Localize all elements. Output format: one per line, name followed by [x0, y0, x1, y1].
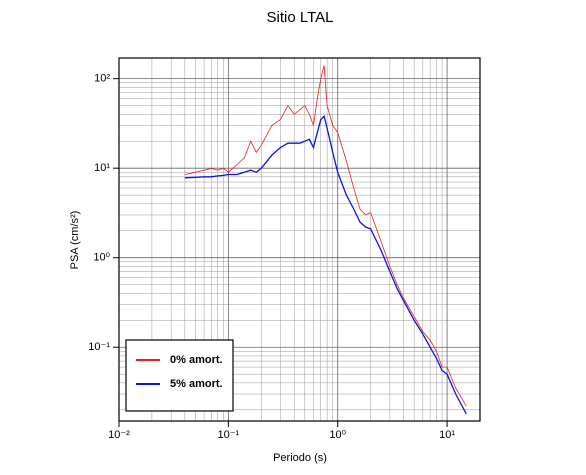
- y-axis-label: PSA (cm/s²): [69, 211, 81, 270]
- x-axis-label: Periodo (s): [273, 452, 327, 464]
- y-tick-label: 10⁰: [93, 252, 110, 264]
- y-tick-label: 10²: [94, 73, 110, 85]
- legend-label: 0% amort.: [170, 354, 223, 366]
- chart-title: Sitio LTAL: [267, 9, 334, 26]
- y-tick-label: 10⁻¹: [88, 341, 110, 353]
- x-tick-label: 10¹: [439, 429, 455, 441]
- x-tick-label: 10⁻¹: [218, 429, 240, 441]
- series-line: [184, 65, 467, 407]
- legend-label: 5% amort.: [170, 378, 223, 390]
- plot-frame: [118, 57, 481, 422]
- x-tick-label: 10⁻²: [108, 429, 130, 441]
- series-line: [184, 115, 467, 415]
- legend-box: [125, 339, 234, 412]
- x-tick-label: 10⁰: [329, 429, 346, 441]
- y-tick-label: 10¹: [94, 162, 110, 174]
